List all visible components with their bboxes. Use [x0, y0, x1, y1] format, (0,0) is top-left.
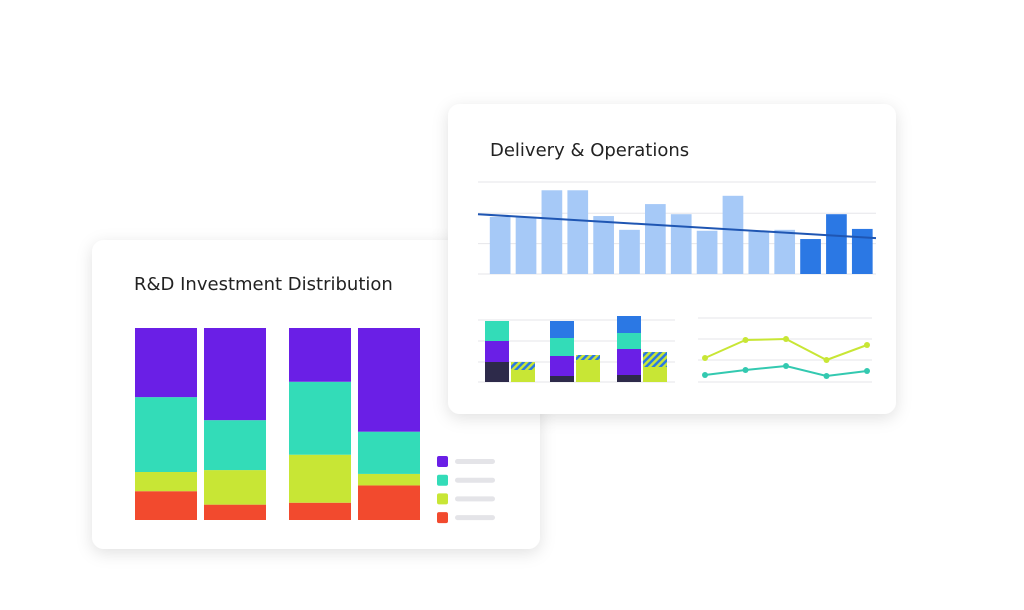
bar-segment: [358, 328, 420, 432]
bar-segment: [289, 381, 351, 455]
legend-placeholder: [455, 496, 495, 502]
point: [702, 372, 708, 378]
bar: [567, 190, 589, 274]
bar-segment: [550, 356, 574, 376]
point: [823, 373, 830, 379]
bar: [619, 229, 640, 274]
bar-segment: [511, 370, 535, 382]
card-title: R&D Investment Distribution: [134, 274, 393, 295]
chart: [477, 181, 877, 275]
bar-segment: [576, 355, 600, 360]
legend-placeholder: [455, 477, 495, 483]
point: [783, 336, 789, 342]
bar-segment: [617, 316, 641, 333]
bar: [774, 229, 796, 274]
bar: [800, 239, 821, 274]
bar-segment: [358, 473, 420, 486]
bar: [541, 190, 563, 274]
bar: [696, 230, 718, 274]
bar-segment: [289, 454, 351, 503]
legend-swatch: [437, 512, 448, 524]
point: [783, 363, 789, 369]
bar-segment: [485, 341, 509, 362]
bar-segment: [550, 338, 574, 356]
bar: [826, 214, 847, 274]
bar: [722, 195, 744, 274]
bar-segment: [204, 504, 266, 520]
bar: [489, 216, 511, 274]
bar-segment: [617, 375, 641, 382]
bar-segment: [617, 349, 641, 375]
bar-segment: [576, 360, 600, 382]
point: [702, 355, 708, 361]
bar-segment: [135, 491, 197, 520]
chart: [135, 328, 495, 524]
bar-segment: [204, 420, 266, 471]
bar-segment: [485, 362, 509, 382]
bar-segment: [485, 321, 509, 341]
bar-segment: [617, 333, 641, 349]
bar: [851, 228, 873, 274]
bar-segment: [135, 397, 197, 472]
trend-line: [477, 213, 877, 240]
bar-segment: [511, 362, 535, 370]
bar-segment: [358, 431, 420, 474]
bar-segment: [289, 328, 351, 382]
bar: [515, 216, 537, 274]
bar-segment: [643, 367, 667, 382]
bar-segment: [550, 321, 574, 338]
bar-segment: [204, 328, 266, 421]
bar-segment: [289, 502, 351, 520]
legend-placeholder: [455, 459, 495, 464]
bar-segment: [135, 328, 197, 398]
bar: [748, 231, 770, 274]
bar-segment: [204, 470, 266, 505]
point: [864, 342, 870, 348]
bar-segment: [643, 352, 667, 367]
bar: [670, 214, 692, 274]
chart: [478, 316, 675, 383]
bar-segment: [358, 485, 420, 520]
point: [864, 368, 870, 374]
bar-segment: [550, 376, 574, 382]
legend-swatch: [437, 474, 448, 486]
bar-segment: [135, 472, 197, 492]
bar: [593, 216, 614, 274]
bar: [645, 204, 666, 274]
point: [823, 357, 830, 363]
point: [742, 337, 749, 343]
chart: [698, 317, 872, 383]
legend-placeholder: [455, 515, 495, 521]
card-title: Delivery & Operations: [490, 140, 689, 161]
legend-swatch: [437, 493, 448, 505]
point: [742, 367, 749, 373]
legend-swatch: [437, 456, 448, 467]
